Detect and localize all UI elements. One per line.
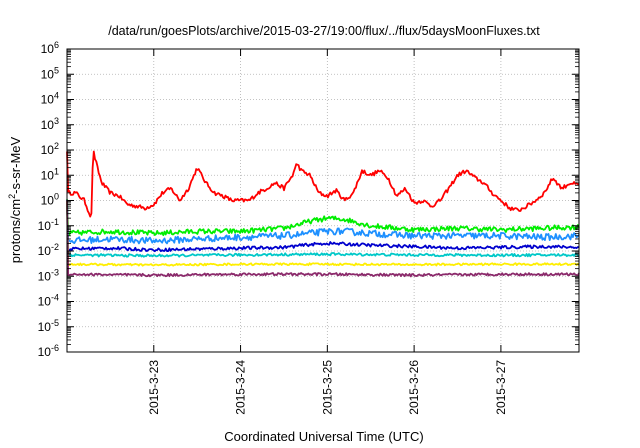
y-tick-label: 101 bbox=[41, 166, 59, 182]
y-tick-label: 100 bbox=[41, 192, 59, 208]
y-tick-label: 10-3 bbox=[38, 267, 59, 283]
x-tick-label: 2015-3-25 bbox=[320, 360, 334, 415]
y-tick-label: 104 bbox=[41, 91, 59, 107]
chart-title: /data/run/goesPlots/archive/2015-03-27/1… bbox=[108, 24, 540, 38]
y-tick-label: 103 bbox=[41, 116, 59, 132]
series-line-6 bbox=[66, 201, 580, 267]
series-line-4 bbox=[66, 200, 580, 253]
x-axis: 2015-3-23 2015-3-24 2015-3-25 2015-3-26 2015… bbox=[147, 49, 508, 415]
y-tick-label: 105 bbox=[41, 65, 59, 81]
y-tick-label: 102 bbox=[41, 141, 59, 157]
grid bbox=[67, 49, 579, 352]
x-tick-label: 2015-3-23 bbox=[147, 360, 161, 415]
series-line-7 bbox=[66, 200, 580, 278]
y-axis: 10-6 10-5 10-4 10-3 10-2 10-1 100 101 102 103 104 1… bbox=[38, 40, 579, 359]
x-tick-label: 2015-3-26 bbox=[407, 360, 421, 415]
x-tick-label: 2015-3-24 bbox=[234, 360, 248, 415]
series-line-5 bbox=[66, 199, 580, 258]
y-tick-label: 10-4 bbox=[38, 293, 59, 309]
y-tick-label: 10-5 bbox=[38, 318, 59, 334]
series-line-1 bbox=[66, 150, 580, 218]
series-group bbox=[66, 150, 580, 278]
series-line-3 bbox=[66, 202, 580, 245]
series-line-2 bbox=[66, 199, 580, 237]
y-tick-label: 10-6 bbox=[38, 343, 59, 359]
y-axis-label: protons/cm2-s-sr-MeV bbox=[7, 136, 23, 263]
y-tick-label: 106 bbox=[41, 40, 59, 56]
x-axis-label: Coordinated Universal Time (UTC) bbox=[224, 429, 423, 444]
y-tick-label: 10-2 bbox=[38, 242, 59, 258]
y-tick-label: 10-1 bbox=[38, 217, 59, 233]
x-tick-label: 2015-3-27 bbox=[494, 360, 508, 415]
